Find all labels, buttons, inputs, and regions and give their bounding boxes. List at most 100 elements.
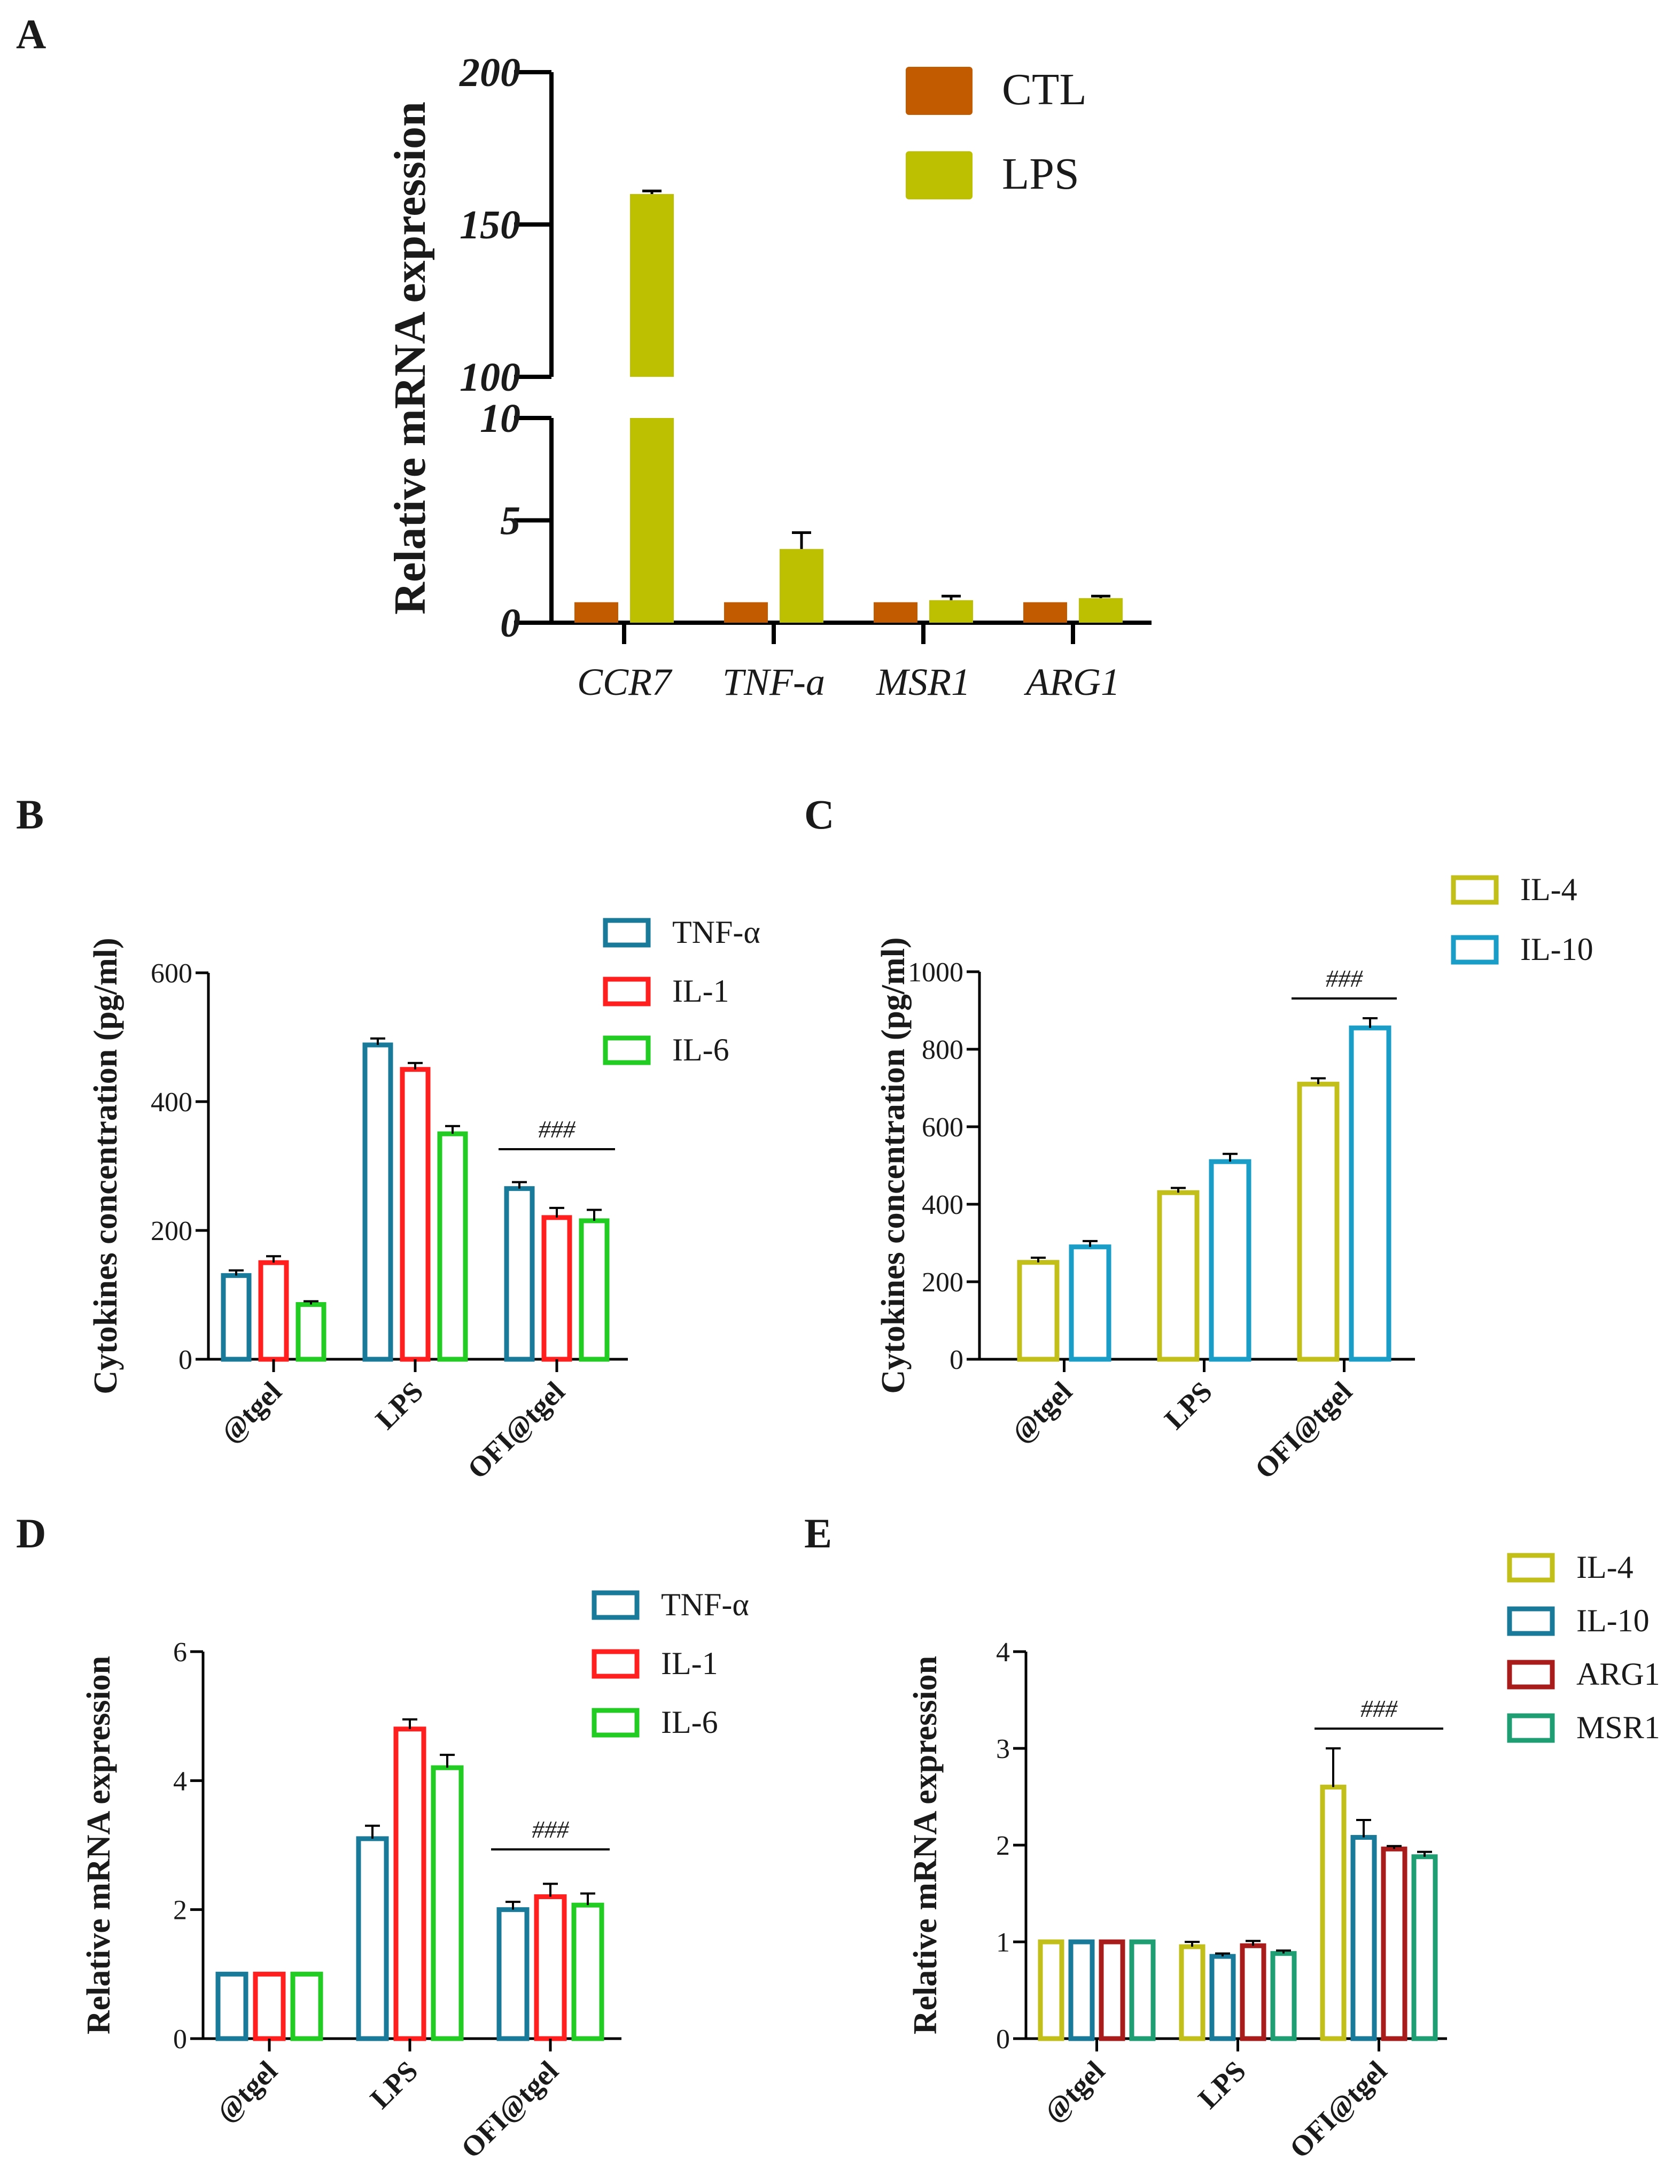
bar-il-6-tgel [290, 1971, 323, 2041]
bar-il-4-ofi-tgel [1320, 1784, 1347, 2041]
legend-label-il-4: IL-4 [1576, 1550, 1634, 1585]
bar-il-1-lps [400, 1067, 431, 1362]
bar-il-6-tgel [295, 1302, 326, 1362]
y-axis-label: Relative mRNA expression [385, 102, 435, 615]
y-tick-label: 4 [996, 1637, 1010, 1668]
panel-label-b: B [16, 791, 44, 838]
y-axis-label: Cytokines concentration (pg/ml) [875, 937, 912, 1393]
bar-il-1-ofi-tgel [534, 1894, 567, 2041]
bar-lps-msr1 [929, 600, 973, 623]
bar-ctl-tnf-a [724, 602, 768, 623]
legend-swatch-ctl [906, 67, 973, 115]
panel-label-e: E [804, 1510, 832, 1556]
bar-il-6-lps [431, 1765, 464, 2041]
bar-lps-arg1 [1079, 598, 1123, 623]
x-tick-label-tgel: @tgel [1005, 1375, 1078, 1449]
y-tick-label: 0 [178, 1345, 192, 1375]
y-axis-label: Relative mRNA expression [907, 1656, 944, 2034]
bar-arg1-ofi-tgel [1381, 1846, 1407, 2041]
bar-msr1-lps [1270, 1951, 1297, 2041]
bar-lps-ccr7-lower [630, 418, 674, 623]
legend-label-ctl: CTL [1002, 65, 1087, 114]
legend-swatch-il-6 [592, 1708, 640, 1738]
legend-swatch-tnf [592, 1590, 640, 1620]
y-tick-label: 1 [996, 1927, 1010, 1958]
y-tick-label: 150 [460, 203, 520, 247]
x-tick-label-ofi-tgel: OFI@tgel [455, 2055, 564, 2164]
bar-il-1-ofi-tgel [541, 1215, 572, 1362]
legend-label-il-4: IL-4 [1520, 872, 1577, 907]
bar-ctl-ccr7 [574, 602, 618, 623]
x-tick-label-lps: LPS [1158, 1375, 1218, 1435]
legend-label-lps: LPS [1002, 149, 1079, 199]
x-tick-label-lps: LPS [364, 2055, 424, 2115]
panel-e-chart: 0 1 2 3 4 Relative mRNA expression @tgel LPS OFI… [907, 1550, 1660, 2164]
x-tick-label-ofi-tgel: OFI@tgel [461, 1375, 571, 1485]
x-tick-label-ccr7: CCR7 [577, 661, 673, 703]
x-tick-label-ofi-tgel: OFI@tgel [1249, 1375, 1358, 1485]
y-tick-label: 0 [173, 2024, 187, 2055]
legend-label-il-1: IL-1 [672, 973, 729, 1009]
legend-label-il-10: IL-10 [1520, 932, 1593, 967]
bar-tnf-tgel [215, 1971, 248, 2041]
y-tick-label: 10 [480, 396, 520, 441]
y-tick-label: 4 [173, 1766, 187, 1796]
bar-tnf-lps [356, 1836, 389, 2041]
significance-marker: ### [532, 1816, 570, 1843]
bar-ctl-msr1 [874, 602, 917, 623]
legend-label-il-1: IL-1 [661, 1646, 718, 1681]
y-tick-label: 400 [922, 1190, 963, 1220]
y-tick-label: 0 [500, 601, 520, 646]
legend-swatch-il-10 [1451, 935, 1499, 965]
bar-il-4-lps [1179, 1944, 1205, 2041]
legend-label-il-10: IL-10 [1576, 1603, 1650, 1638]
bar-tnf-lps [362, 1042, 393, 1362]
y-tick-label: 5 [500, 499, 520, 544]
bar-tnf-ofi-tgel [504, 1186, 535, 1362]
bar-lps-tnf-a [780, 549, 823, 623]
y-tick-label: 200 [922, 1267, 963, 1298]
bar-msr1-ofi-tgel [1411, 1854, 1438, 2041]
y-tick-label: 6 [173, 1637, 187, 1668]
bar-il-10-lps [1209, 1159, 1251, 1362]
legend-label-msr1: MSR1 [1576, 1710, 1660, 1745]
bar-il-10-ofi-tgel [1349, 1025, 1391, 1362]
bar-lps-ccr7-upper [630, 194, 674, 377]
y-axis-label: Relative mRNA expression [81, 1656, 117, 2034]
bar-il-1-tgel [258, 1260, 289, 1362]
y-tick-label: 600 [922, 1112, 963, 1143]
bar-il-4-tgel [1017, 1260, 1060, 1362]
legend-swatch-tnf [603, 918, 651, 948]
bar-il-10-tgel [1068, 1939, 1095, 2041]
legend-label-tnf: TNF-α [661, 1587, 749, 1622]
bar-il-10-ofi-tgel [1350, 1835, 1377, 2041]
y-tick-label: 1000 [908, 957, 963, 988]
bar-arg1-tgel [1099, 1939, 1125, 2041]
bar-ctl-arg1 [1023, 602, 1067, 623]
bar-il-6-lps [437, 1131, 468, 1362]
bar-il-1-tgel [253, 1971, 286, 2041]
panel-label-c: C [804, 791, 834, 838]
legend-swatch-msr1 [1507, 1713, 1555, 1743]
bar-msr1-tgel [1129, 1939, 1156, 2041]
legend-swatch-lps [906, 151, 973, 199]
legend-swatch-il-4 [1451, 875, 1499, 905]
x-tick-label-tnf-a: TNF-a [722, 661, 825, 703]
x-tick-label-msr1: MSR1 [876, 661, 970, 703]
bar-il-4-lps [1157, 1190, 1200, 1362]
x-tick-label-arg1: ARG1 [1024, 661, 1120, 703]
x-tick-label-tgel: @tgel [214, 1375, 287, 1449]
bar-tnf-tgel [221, 1273, 252, 1362]
legend-swatch-il-4 [1507, 1553, 1555, 1583]
y-tick-label: 3 [996, 1734, 1010, 1764]
y-tick-label: 800 [922, 1035, 963, 1065]
bar-il-4-tgel [1038, 1939, 1064, 2041]
y-tick-label: 0 [950, 1345, 963, 1375]
y-tick-label: 2 [173, 1895, 187, 1926]
x-tick-label-lps: LPS [1192, 2055, 1252, 2115]
y-tick-label: 0 [996, 2024, 1010, 2055]
legend-label-il-6: IL-6 [661, 1705, 718, 1740]
